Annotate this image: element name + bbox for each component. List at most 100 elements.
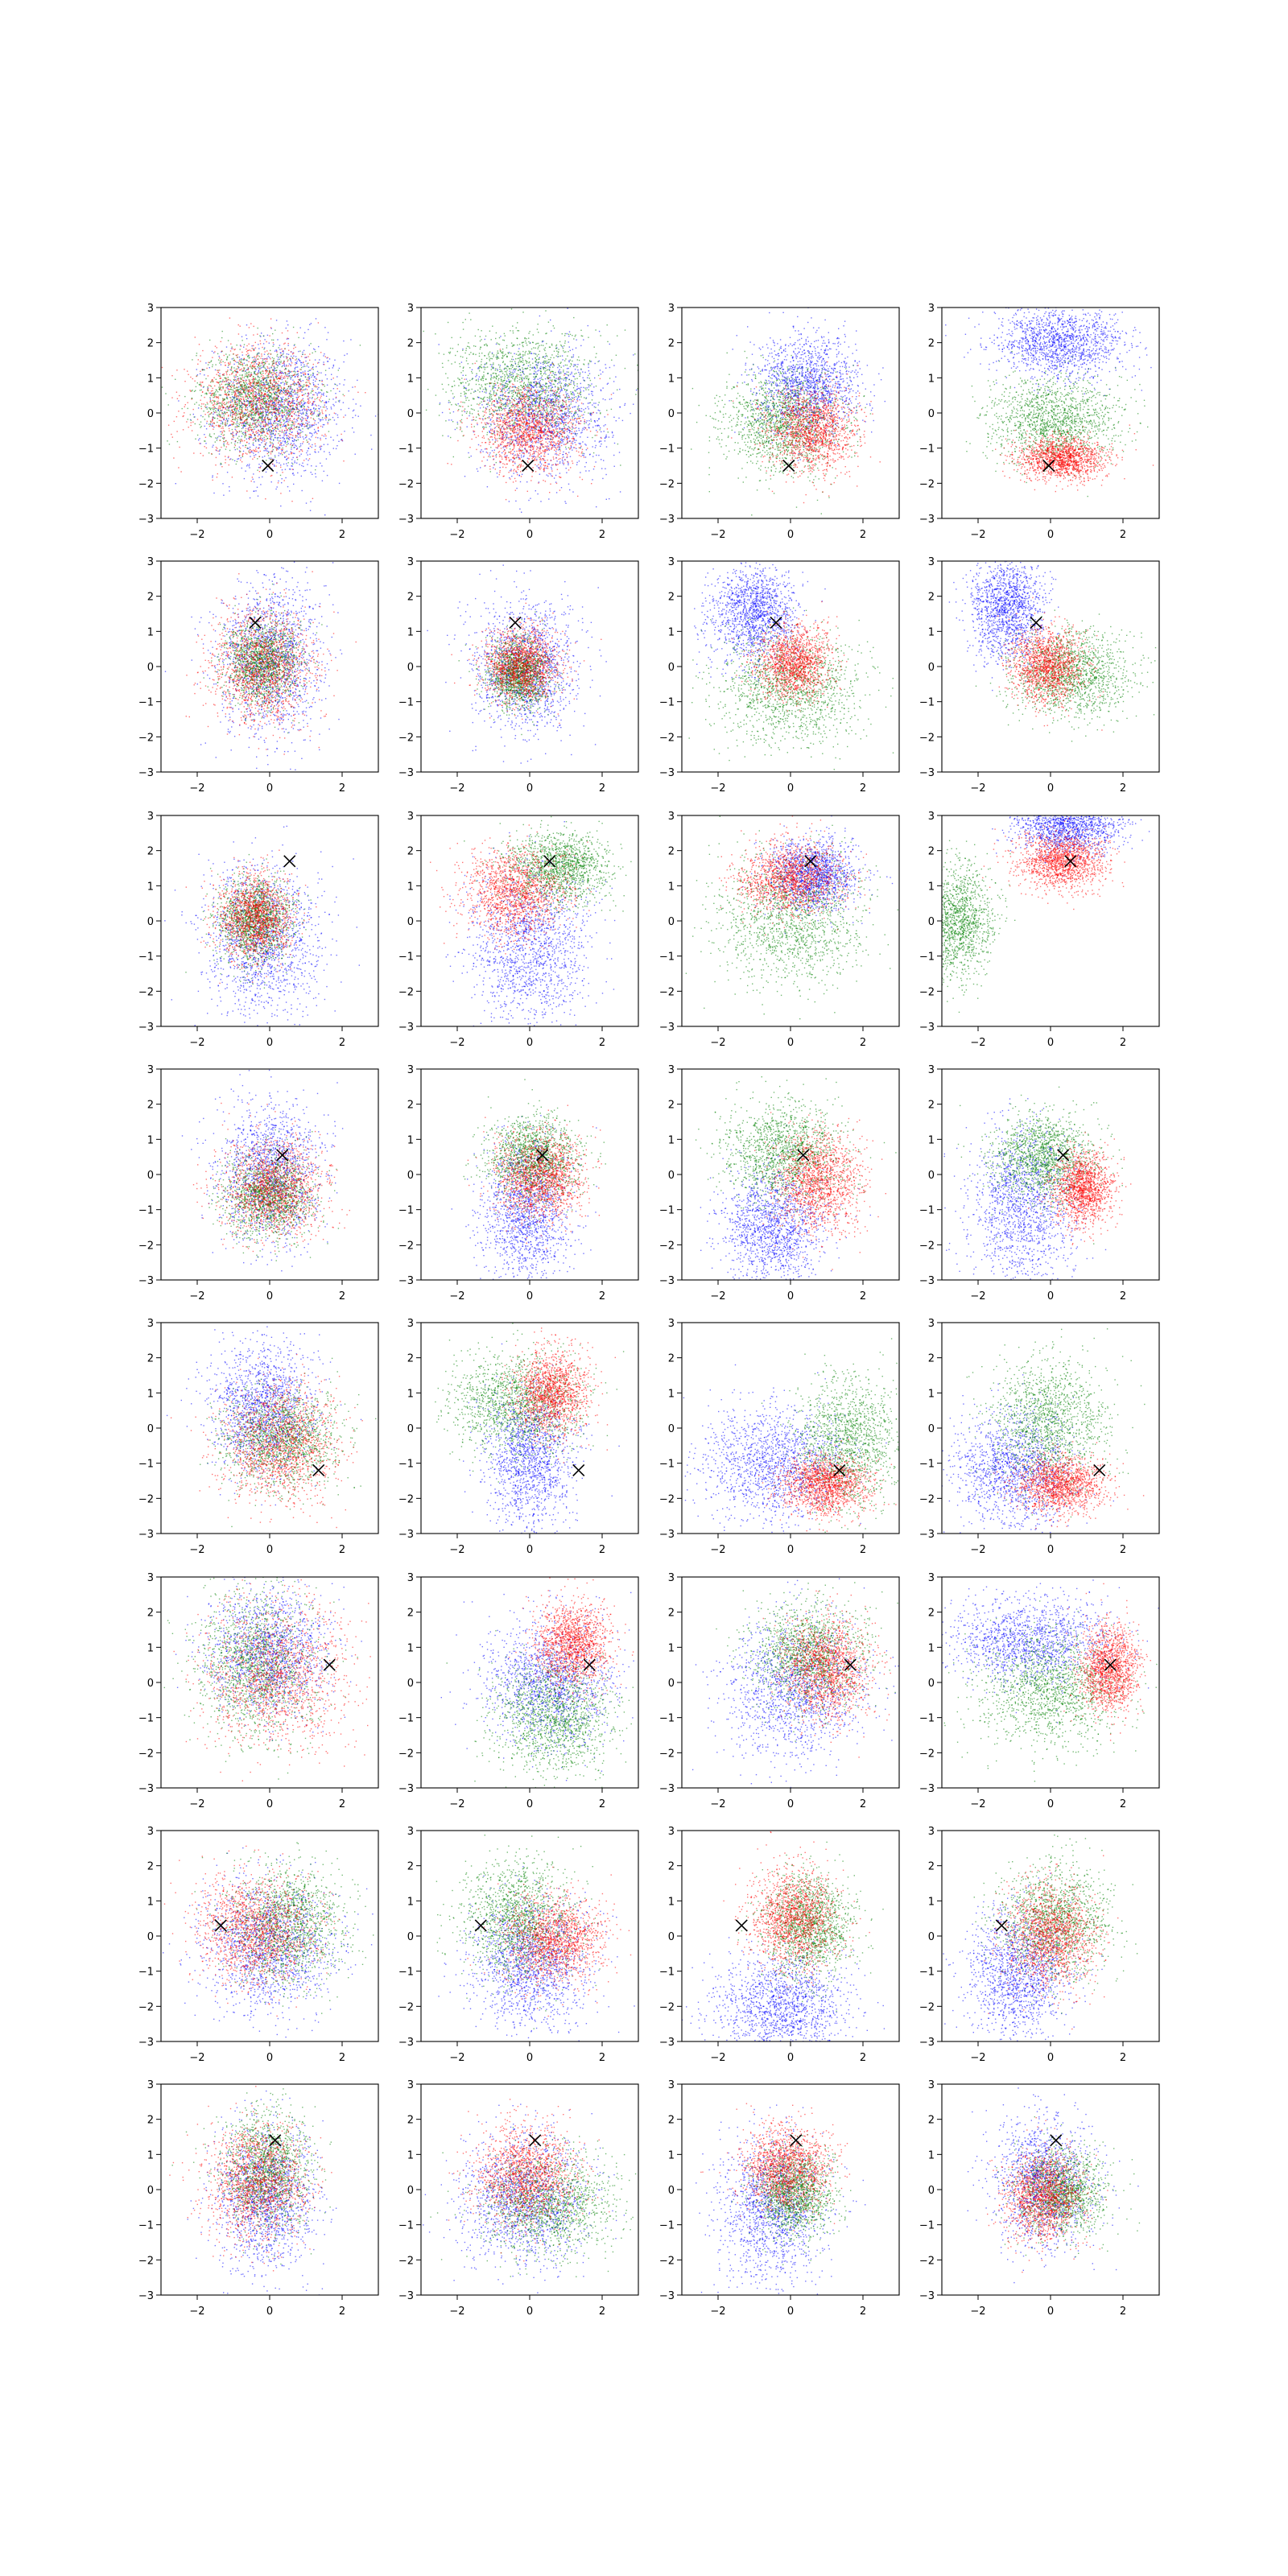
data-point xyxy=(285,477,286,478)
data-point xyxy=(353,410,354,411)
data-point xyxy=(267,335,268,336)
data-point xyxy=(275,465,276,466)
data-point xyxy=(297,394,298,395)
data-point xyxy=(240,362,241,363)
data-point xyxy=(281,388,282,389)
data-point xyxy=(258,400,259,401)
data-point xyxy=(238,324,239,325)
data-point xyxy=(223,387,224,388)
data-point xyxy=(250,414,251,415)
data-point xyxy=(255,371,256,372)
data-point xyxy=(275,394,276,395)
data-point xyxy=(243,414,244,415)
data-point xyxy=(591,383,592,384)
data-point xyxy=(285,398,286,399)
data-point xyxy=(265,362,266,363)
data-point xyxy=(285,440,286,441)
data-point xyxy=(287,402,288,403)
data-point xyxy=(180,471,181,472)
data-point xyxy=(273,430,274,431)
data-point xyxy=(190,377,191,378)
data-point xyxy=(330,437,331,438)
data-point xyxy=(313,419,314,420)
data-point xyxy=(532,386,533,387)
data-point xyxy=(177,398,178,399)
data-point xyxy=(215,437,216,438)
data-point xyxy=(314,432,315,433)
data-point xyxy=(280,467,281,468)
data-point xyxy=(301,449,302,450)
data-point xyxy=(291,371,292,372)
data-point xyxy=(228,340,229,341)
data-point xyxy=(264,354,265,355)
y-tick-label: −2 xyxy=(138,478,154,490)
data-point xyxy=(316,433,317,434)
data-point xyxy=(243,451,244,452)
data-point xyxy=(249,415,250,416)
data-point xyxy=(272,369,273,370)
data-point xyxy=(176,416,177,417)
data-point xyxy=(246,439,247,440)
data-point xyxy=(288,365,289,366)
data-point xyxy=(577,414,578,415)
data-point xyxy=(211,381,212,382)
data-point xyxy=(264,440,265,441)
data-point xyxy=(274,446,275,447)
data-point xyxy=(242,354,243,355)
data-point xyxy=(323,355,324,356)
data-point xyxy=(605,368,606,369)
data-point xyxy=(205,443,206,444)
data-point xyxy=(546,448,547,449)
data-point xyxy=(233,388,234,389)
data-point xyxy=(235,449,236,450)
data-point xyxy=(288,371,289,372)
data-point xyxy=(258,414,259,415)
data-point xyxy=(266,350,267,351)
data-point xyxy=(280,475,281,476)
data-point xyxy=(287,486,288,487)
data-point xyxy=(580,383,581,384)
data-point xyxy=(609,367,610,368)
data-point xyxy=(308,386,309,387)
data-point xyxy=(213,401,214,402)
data-point xyxy=(208,416,209,417)
data-point xyxy=(281,354,282,355)
data-point xyxy=(265,420,266,421)
data-point xyxy=(190,414,191,415)
data-point xyxy=(291,412,292,413)
data-point xyxy=(553,373,554,374)
data-point xyxy=(245,471,246,472)
data-point xyxy=(313,394,314,395)
data-point xyxy=(537,370,538,371)
data-point xyxy=(526,420,527,421)
data-point xyxy=(256,451,257,452)
data-point xyxy=(309,424,310,425)
data-point xyxy=(581,431,582,432)
data-point xyxy=(291,426,292,427)
data-point xyxy=(233,391,234,392)
data-point xyxy=(278,455,279,456)
data-point xyxy=(311,377,312,378)
data-point xyxy=(466,378,467,379)
data-point xyxy=(298,437,299,438)
data-point xyxy=(227,420,228,421)
data-point xyxy=(235,445,236,446)
data-point xyxy=(229,374,230,375)
data-point xyxy=(268,400,269,401)
data-point xyxy=(257,470,258,471)
data-point xyxy=(270,453,271,454)
data-point xyxy=(259,356,260,357)
data-point xyxy=(582,455,583,456)
data-point xyxy=(317,394,318,395)
data-point xyxy=(255,397,256,398)
data-point xyxy=(222,423,223,424)
data-point xyxy=(278,402,279,403)
data-point xyxy=(255,379,256,380)
data-point xyxy=(272,386,273,387)
data-point xyxy=(254,423,255,424)
data-point xyxy=(207,386,208,387)
data-point xyxy=(572,491,573,492)
data-point xyxy=(236,430,237,431)
data-point xyxy=(253,405,254,406)
data-point xyxy=(272,413,273,414)
